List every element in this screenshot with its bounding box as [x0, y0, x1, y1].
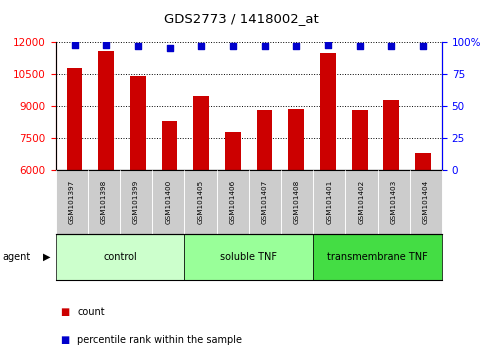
Text: ▶: ▶ [43, 252, 51, 262]
Text: GSM101407: GSM101407 [262, 179, 268, 224]
Text: GSM101402: GSM101402 [358, 179, 365, 224]
Point [166, 45, 173, 50]
Text: count: count [77, 307, 105, 316]
Bar [162, 121, 177, 170]
Bar [225, 132, 241, 170]
Bar [384, 100, 399, 170]
Text: GSM101406: GSM101406 [229, 179, 236, 224]
Text: GSM101408: GSM101408 [294, 179, 300, 224]
Point [261, 44, 269, 49]
Point [292, 44, 300, 49]
Text: GSM101398: GSM101398 [101, 179, 107, 224]
Text: percentile rank within the sample: percentile rank within the sample [77, 335, 242, 345]
Text: GSM101397: GSM101397 [69, 179, 75, 224]
Bar [99, 51, 114, 170]
Bar [193, 96, 209, 170]
Text: GSM101400: GSM101400 [165, 179, 171, 224]
Point [419, 44, 427, 49]
Text: agent: agent [2, 252, 30, 262]
Text: GDS2773 / 1418002_at: GDS2773 / 1418002_at [164, 12, 319, 25]
Bar [352, 110, 368, 170]
Text: control: control [103, 252, 137, 262]
Text: GSM101399: GSM101399 [133, 179, 139, 224]
Bar [256, 110, 272, 170]
Bar [415, 153, 431, 170]
Point [229, 44, 237, 49]
Text: GSM101404: GSM101404 [423, 179, 429, 224]
Point [324, 42, 332, 48]
Text: GSM101403: GSM101403 [391, 179, 397, 224]
Text: ■: ■ [60, 335, 70, 345]
Point [134, 44, 142, 49]
Bar [67, 68, 83, 170]
Text: GSM101401: GSM101401 [326, 179, 332, 224]
Bar [320, 53, 336, 170]
Bar [288, 109, 304, 170]
Point [71, 42, 78, 48]
Point [356, 44, 364, 49]
Point [102, 42, 110, 48]
Text: ■: ■ [60, 307, 70, 316]
Point [387, 44, 395, 49]
Text: transmembrane TNF: transmembrane TNF [327, 252, 428, 262]
Point [198, 44, 205, 49]
Bar [130, 76, 146, 170]
Text: soluble TNF: soluble TNF [220, 252, 277, 262]
Text: GSM101405: GSM101405 [198, 179, 203, 224]
